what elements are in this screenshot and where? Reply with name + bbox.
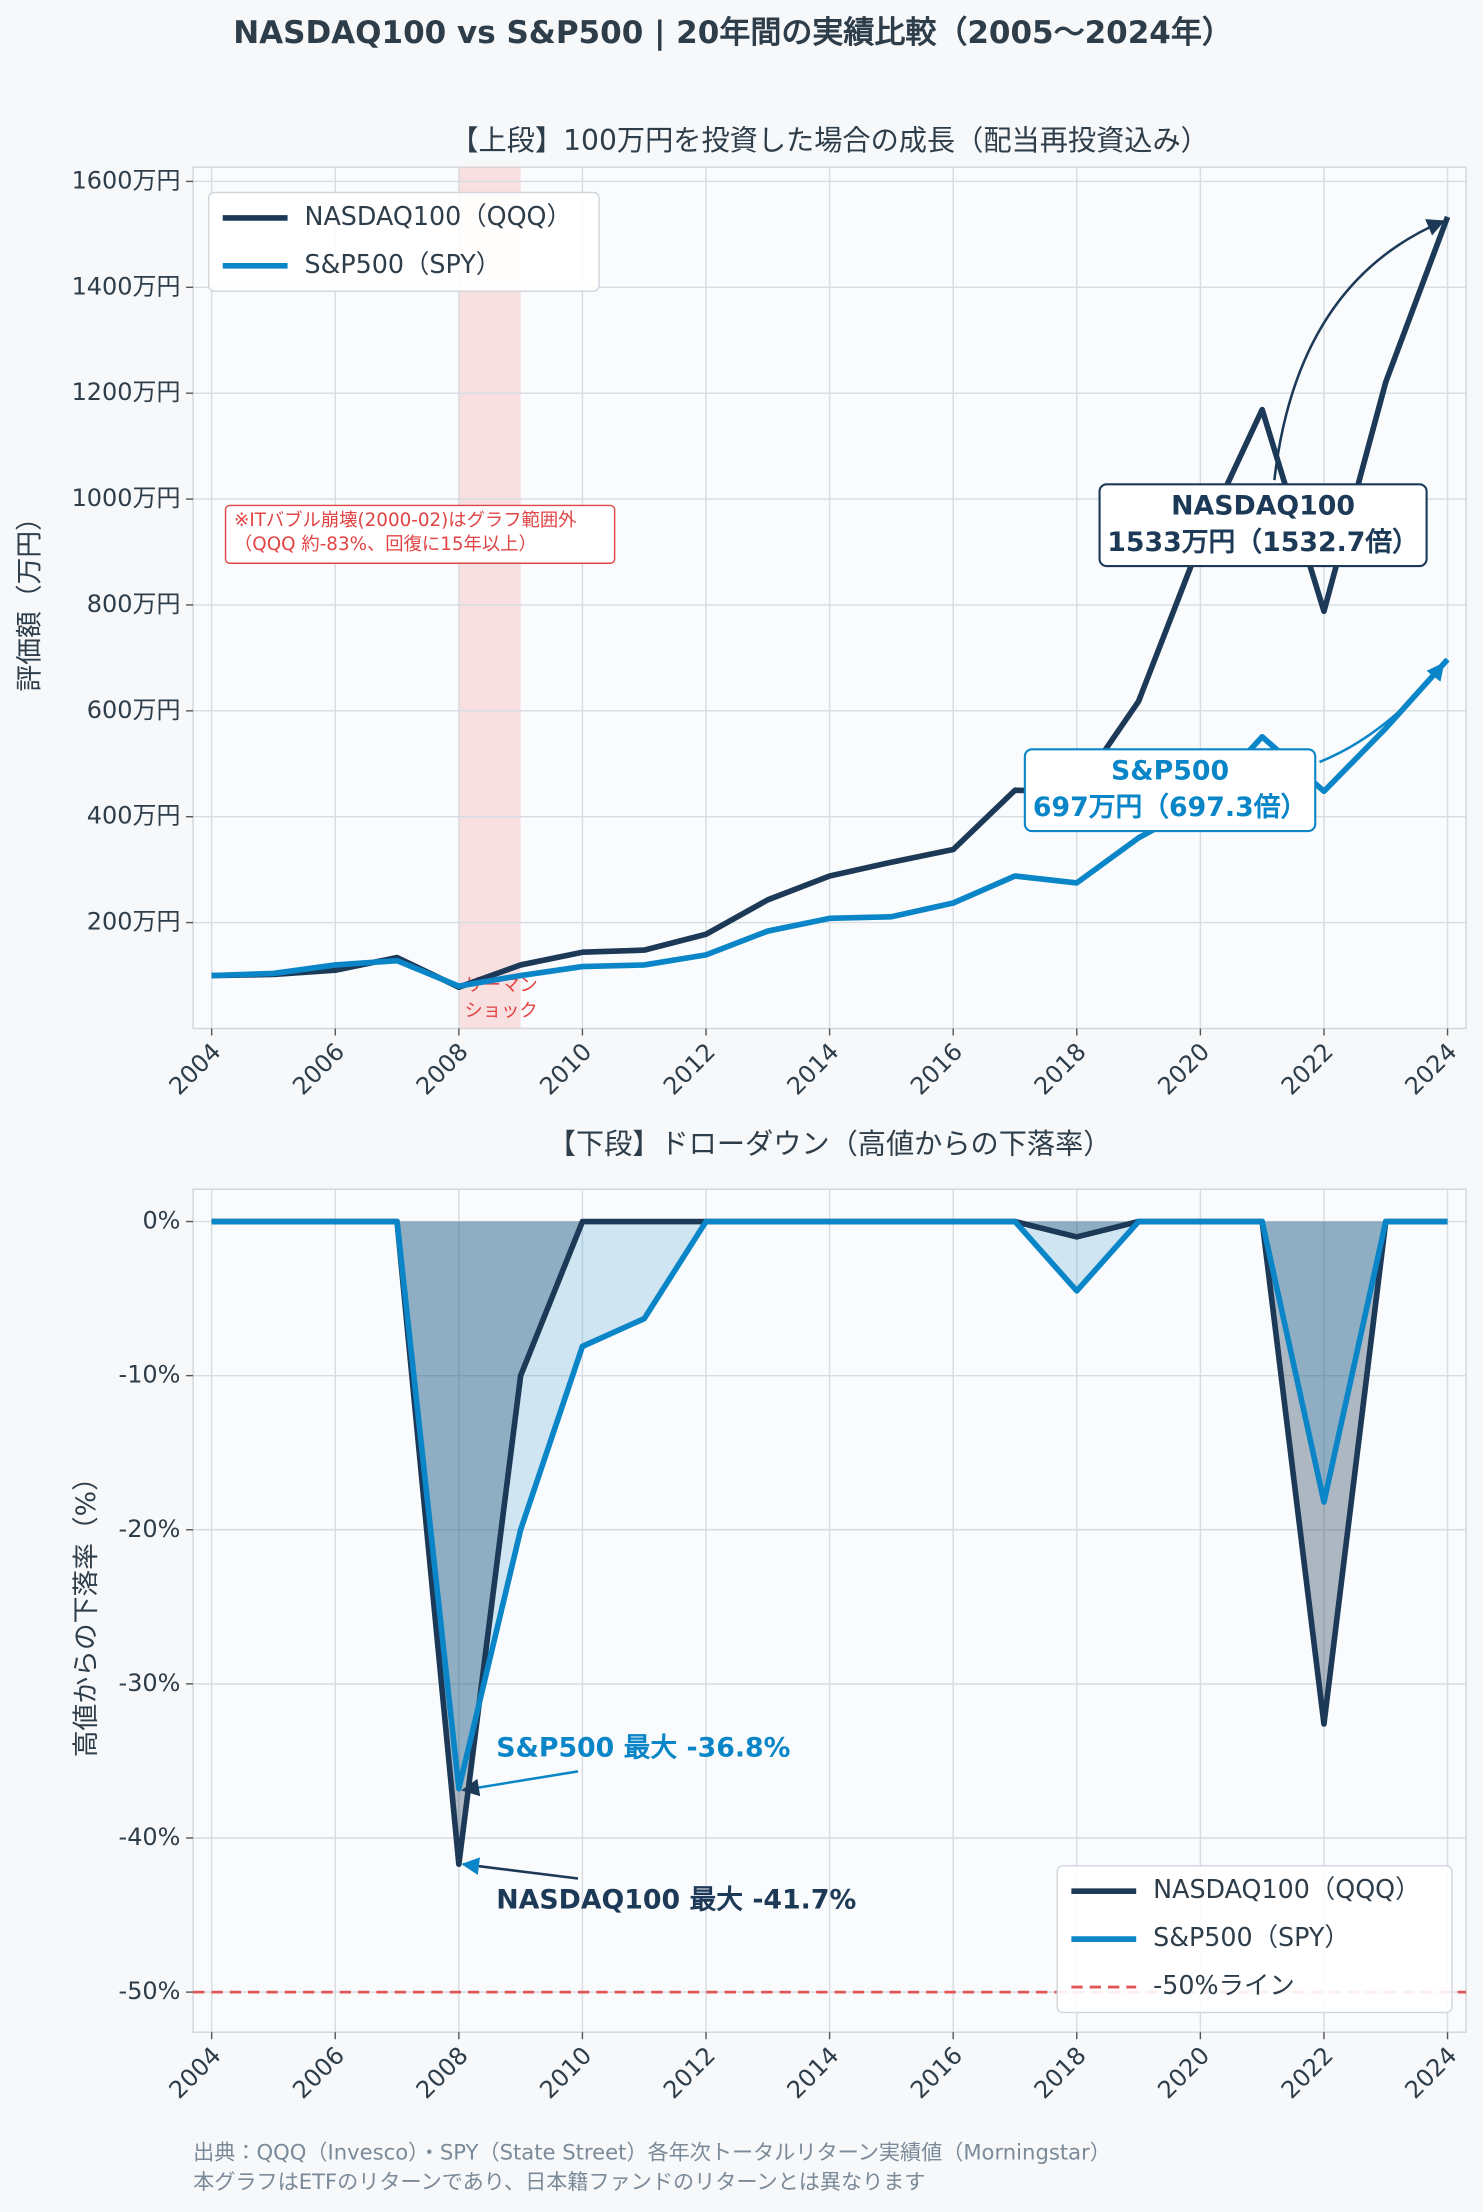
y-axis-label: 高値からの下落率（%） <box>71 1464 102 1757</box>
callout-arrow <box>461 1857 579 1880</box>
note-box <box>224 504 616 564</box>
callout-text: S&P500 <box>1111 755 1229 786</box>
y-tick-label: -50% <box>119 1977 181 2005</box>
callout-box <box>1023 748 1317 833</box>
source-note: 出典：QQQ（Invesco）・SPY（State Street）各年次トータル… <box>193 2139 1111 2164</box>
y-tick-label: 1000万円 <box>72 484 181 512</box>
legend-label: S&P500（SPY） <box>304 249 501 279</box>
y-tick-label: 1400万円 <box>72 272 181 300</box>
callout-text: NASDAQ100 最大 -41.7% <box>496 1885 856 1916</box>
panel-title: 【上段】100万円を投資した場合の成長（配当再投資込み） <box>450 124 1209 157</box>
source-note: 本グラフはETFのリターンであり、日本籍ファンドのリターンとは異なります <box>193 2169 925 2194</box>
legend-label: NASDAQ100（QQQ） <box>1153 1874 1420 1904</box>
legend-box <box>1056 1865 1453 2014</box>
callout-arrow <box>461 1770 579 1797</box>
shaded-region <box>458 167 521 1029</box>
y-axis-label: 評価額（万円） <box>15 504 46 691</box>
callout-text: NASDAQ100 <box>1171 490 1355 521</box>
series-area <box>211 1221 1448 1865</box>
y-tick-label: 200万円 <box>87 908 181 936</box>
note-text: ※ITバブル崩壊(2000-02)はグラフ範囲外 <box>234 509 577 531</box>
legend-label: S&P500（SPY） <box>1153 1922 1350 1952</box>
y-tick-label: 1600万円 <box>72 166 181 194</box>
y-tick-label: -40% <box>119 1823 181 1851</box>
callout-text: 697万円（697.3倍） <box>1033 792 1307 823</box>
callout-text: S&P500 最大 -36.8% <box>496 1732 790 1763</box>
y-tick-label: 600万円 <box>87 696 181 724</box>
y-tick-label: 800万円 <box>87 590 181 618</box>
y-tick-label: 400万円 <box>87 802 181 830</box>
callout-arrow <box>1273 219 1445 481</box>
note-text: （QQQ 約-83%、回復に15年以上） <box>234 534 537 555</box>
y-tick-label: -30% <box>119 1669 181 1697</box>
legend-label: NASDAQ100（QQQ） <box>304 201 571 231</box>
y-tick-label: 0% <box>142 1207 180 1235</box>
shaded-region-label: ショック <box>464 1001 537 1022</box>
series-line <box>211 1218 1448 1792</box>
callout-box <box>1098 483 1428 568</box>
legend-label: -50%ライン <box>1153 1970 1295 2000</box>
main-title: NASDAQ100 vs S&P500 | 20年間の実績比較（2005〜202… <box>233 15 1233 51</box>
legend-box <box>207 191 600 292</box>
callout-text: 1533万円（1532.7倍） <box>1107 527 1419 558</box>
panel-title: 【下段】ドローダウン（高値からの下落率） <box>548 1127 1112 1160</box>
callout-arrow <box>1318 662 1445 764</box>
y-tick-label: -20% <box>119 1515 181 1543</box>
series-area <box>211 1221 1448 1789</box>
y-tick-label: -10% <box>119 1361 181 1389</box>
y-tick-label: 1200万円 <box>72 378 181 406</box>
